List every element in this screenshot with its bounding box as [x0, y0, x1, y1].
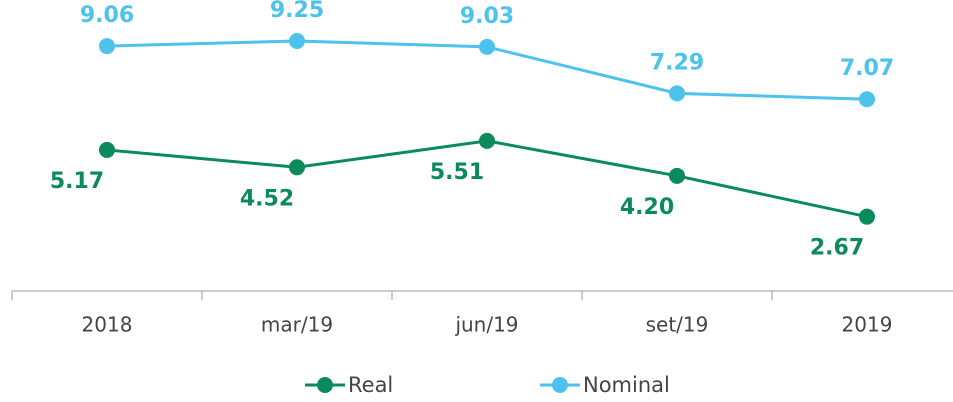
legend-label: Real [348, 373, 393, 397]
data-label: 2.67 [810, 236, 864, 261]
data-label: 9.25 [270, 0, 324, 23]
data-label: 7.07 [840, 56, 894, 81]
point [289, 33, 305, 49]
data-label: 4.52 [240, 186, 294, 211]
series-line [106, 139, 868, 219]
point [479, 132, 495, 149]
x-tick-label: mar/19 [261, 313, 333, 337]
point [289, 159, 305, 176]
point [669, 167, 685, 184]
legend-marker [552, 377, 568, 393]
point [669, 85, 685, 102]
x-tick-label: set/19 [646, 313, 709, 337]
data-label: 9.06 [80, 3, 134, 28]
point [99, 38, 115, 55]
legend-marker [317, 377, 333, 393]
point [479, 38, 495, 55]
data-label: 4.20 [620, 195, 674, 220]
x-tick-label: 2018 [82, 313, 133, 337]
legend-label: Nominal [583, 373, 670, 397]
x-tick-label: jun/19 [454, 313, 518, 337]
point [859, 91, 875, 108]
x-tick-label: 2019 [842, 313, 893, 337]
point [99, 141, 115, 158]
point [859, 208, 875, 225]
data-label: 7.29 [650, 50, 704, 75]
data-label: 5.17 [50, 169, 104, 194]
data-label: 5.51 [430, 160, 484, 185]
data-label: 9.03 [460, 4, 514, 29]
